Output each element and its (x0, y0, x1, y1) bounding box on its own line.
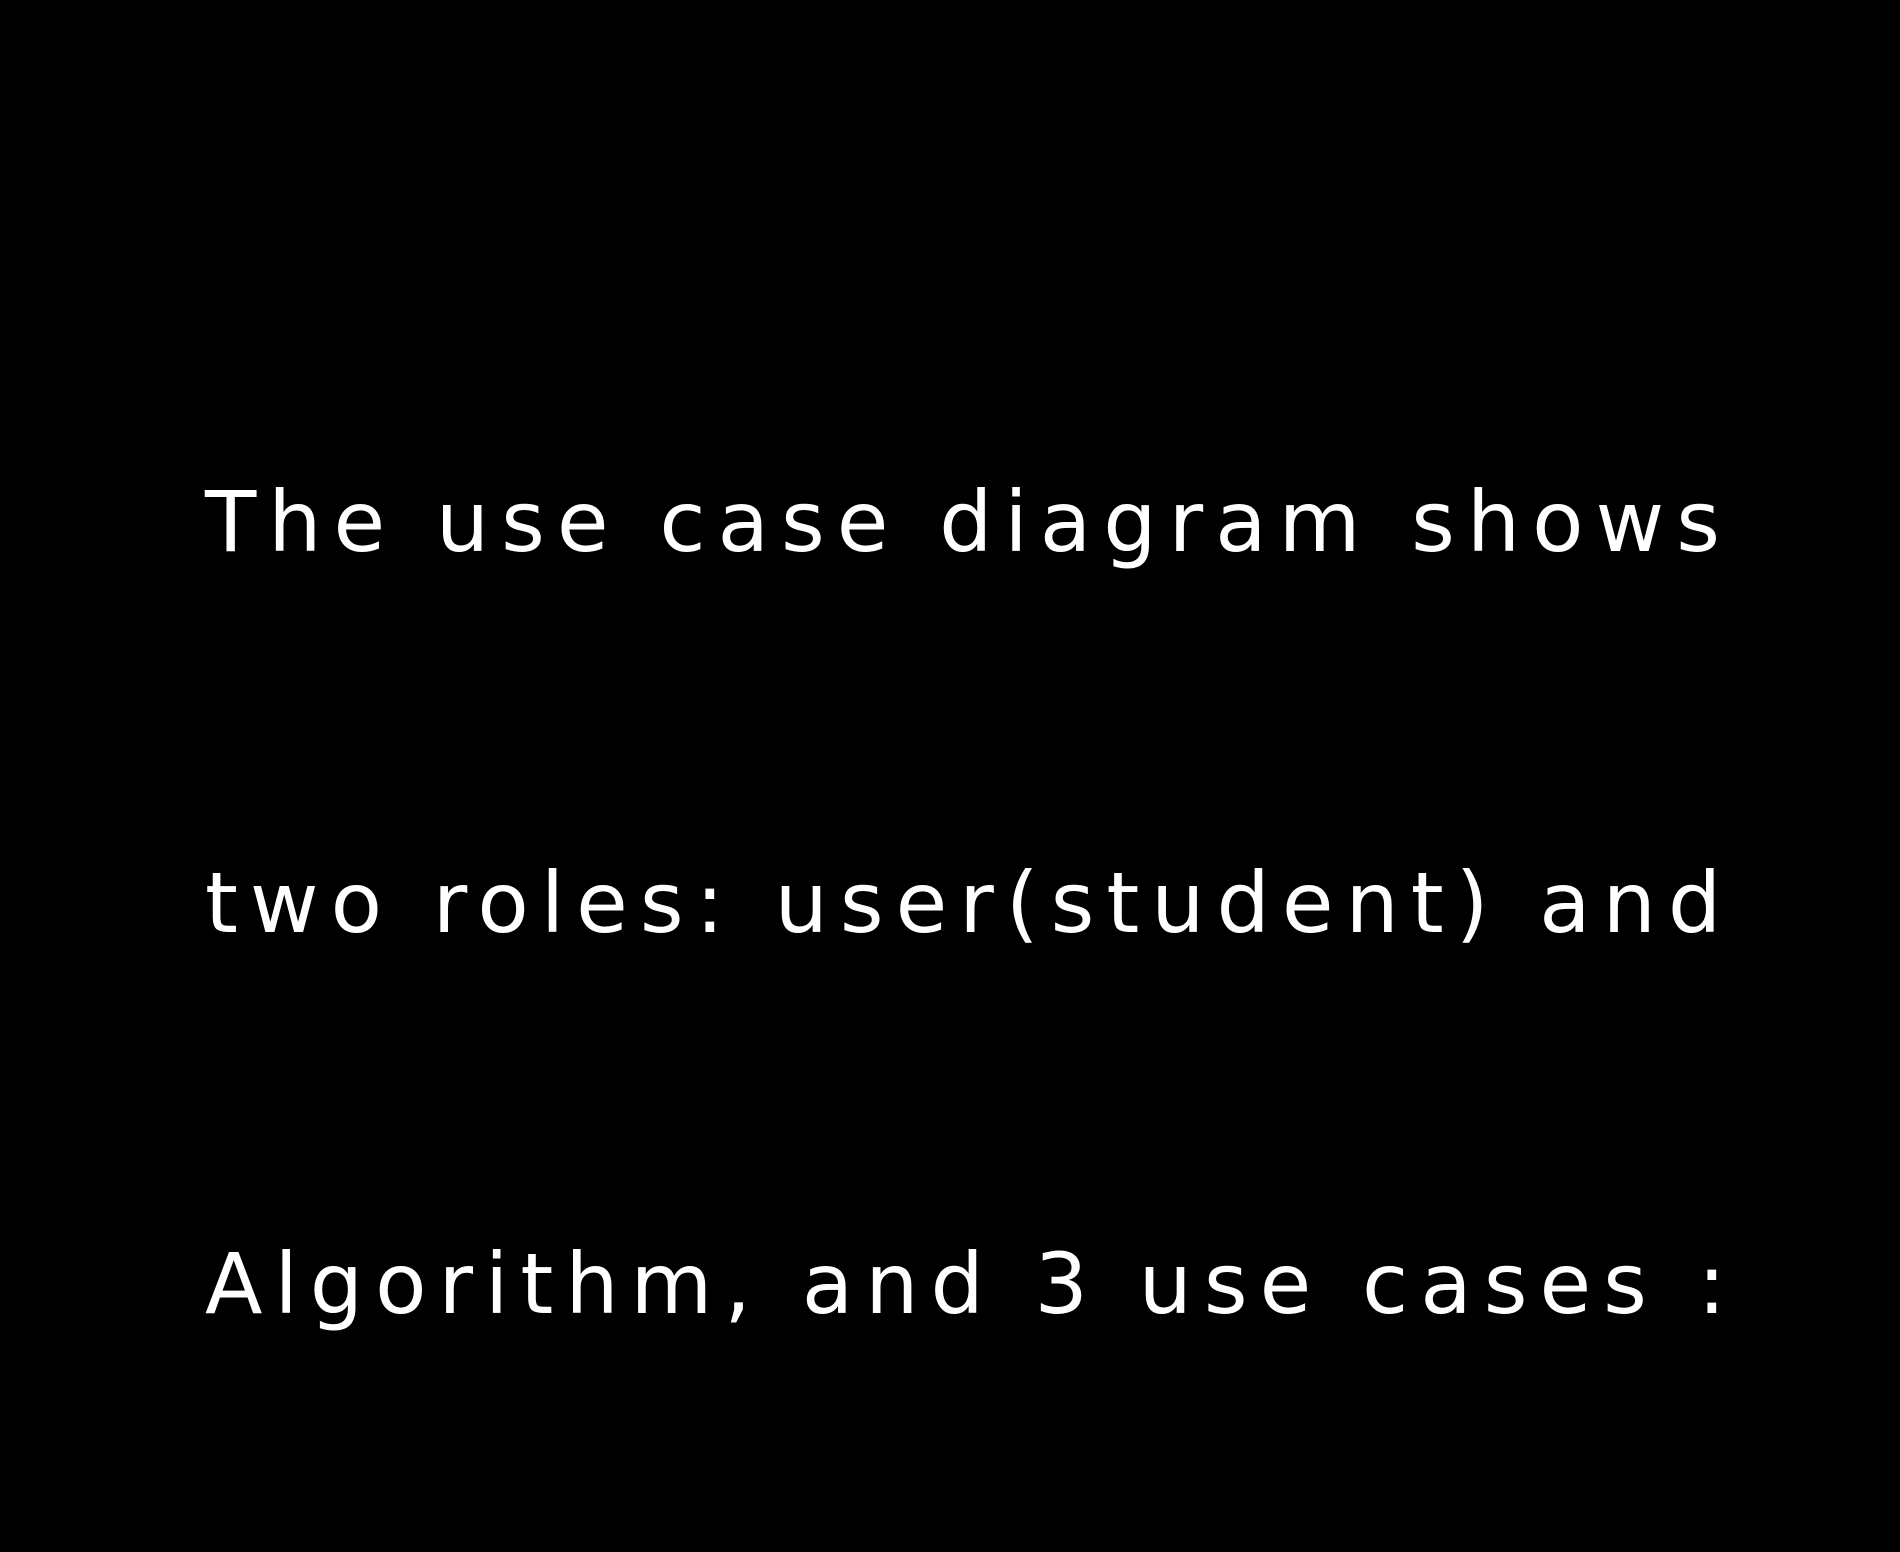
text-line-1: The use case diagram shows (205, 473, 1732, 571)
text-paragraph: The use case diagram shows two roles: us… (205, 205, 1765, 1552)
text-line-2: two roles: user(student) and (205, 854, 1734, 952)
text-line-3: Algorithm, and 3 use cases : (205, 1235, 1738, 1333)
